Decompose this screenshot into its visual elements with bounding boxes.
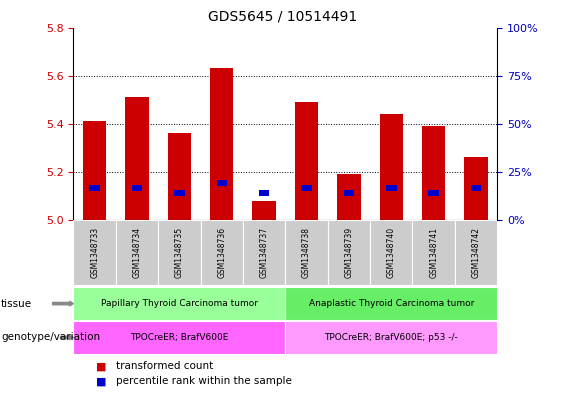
Bar	[386, 185, 397, 191]
Bar	[422, 126, 445, 220]
Bar	[428, 190, 439, 196]
Bar	[89, 185, 100, 191]
Text: GSM1348739: GSM1348739	[345, 227, 353, 278]
Text: genotype/variation: genotype/variation	[1, 332, 100, 342]
Text: GSM1348736: GSM1348736	[218, 227, 226, 278]
Bar	[328, 220, 370, 285]
Text: GSM1348738: GSM1348738	[302, 227, 311, 278]
Bar	[380, 114, 403, 220]
Text: transformed count: transformed count	[116, 361, 213, 371]
Text: GSM1348733: GSM1348733	[90, 227, 99, 278]
Bar	[259, 190, 270, 196]
Bar	[73, 220, 116, 285]
Bar	[216, 180, 227, 186]
Bar	[285, 321, 497, 354]
Bar	[174, 190, 185, 196]
Bar	[73, 287, 285, 320]
Bar	[125, 97, 149, 220]
Text: GSM1348742: GSM1348742	[472, 227, 480, 278]
Bar	[455, 220, 497, 285]
Text: percentile rank within the sample: percentile rank within the sample	[116, 376, 292, 386]
Bar	[344, 190, 354, 196]
Text: TPOCreER; BrafV600E; p53 -/-: TPOCreER; BrafV600E; p53 -/-	[324, 333, 458, 342]
Text: GSM1348735: GSM1348735	[175, 227, 184, 278]
Bar	[301, 185, 312, 191]
Text: GSM1348740: GSM1348740	[387, 227, 396, 278]
Bar	[158, 220, 201, 285]
Bar	[73, 321, 285, 354]
Bar	[201, 220, 243, 285]
Text: Papillary Thyroid Carcinoma tumor: Papillary Thyroid Carcinoma tumor	[101, 299, 258, 308]
Bar	[471, 185, 481, 191]
Bar	[337, 174, 360, 220]
Text: GSM1348737: GSM1348737	[260, 227, 268, 278]
Bar	[83, 121, 106, 220]
Text: GDS5645 / 10514491: GDS5645 / 10514491	[208, 10, 357, 24]
Text: Anaplastic Thyroid Carcinoma tumor: Anaplastic Thyroid Carcinoma tumor	[308, 299, 474, 308]
Bar	[412, 220, 455, 285]
Text: tissue: tissue	[1, 299, 32, 309]
Text: GSM1348741: GSM1348741	[429, 227, 438, 278]
Bar	[370, 220, 412, 285]
Text: TPOCreER; BrafV600E: TPOCreER; BrafV600E	[130, 333, 229, 342]
Bar	[116, 220, 158, 285]
Text: ■: ■	[96, 361, 107, 371]
Bar	[464, 158, 488, 220]
Bar	[168, 133, 191, 220]
Bar	[253, 201, 276, 220]
Text: GSM1348734: GSM1348734	[133, 227, 141, 278]
Bar	[295, 102, 318, 220]
Text: ■: ■	[96, 376, 107, 386]
Bar	[210, 68, 233, 220]
Bar	[132, 185, 142, 191]
Bar	[285, 287, 497, 320]
Bar	[285, 220, 328, 285]
Bar	[243, 220, 285, 285]
